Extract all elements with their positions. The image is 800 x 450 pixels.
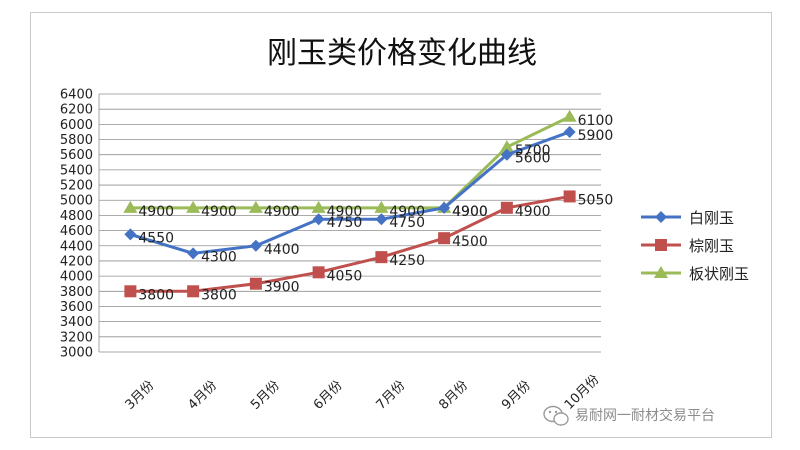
data-point (374, 200, 389, 213)
data-point (311, 200, 326, 213)
data-label: 4750 (389, 215, 425, 231)
data-label: 5700 (515, 143, 551, 159)
y-tick-label: 5800 (60, 133, 93, 148)
legend-marker (655, 211, 667, 223)
watermark-text: 易耐网一耐材交易平台 (575, 407, 715, 424)
x-tick-label: 9月份 (499, 378, 534, 413)
data-label: 4900 (389, 204, 425, 220)
data-point (248, 200, 263, 213)
legend-marker (655, 239, 667, 251)
y-tick-label: 4000 (60, 270, 93, 285)
series-line-1 (130, 194, 570, 293)
y-tick-label: 4800 (60, 209, 93, 224)
data-point (187, 247, 200, 260)
chart-frame: 刚玉类价格变化曲线 3000 3200 3400 3600 3800 4000 4200 44… (30, 12, 772, 438)
data-label: 4300 (201, 249, 237, 265)
data-point (563, 190, 576, 203)
y-tick-label: 3400 (60, 315, 93, 330)
data-point (186, 200, 201, 213)
y-tick-label: 3800 (60, 285, 93, 300)
y-tick-label: 4200 (60, 254, 93, 269)
data-label: 4550 (138, 230, 174, 246)
x-axis-ticks: 3月份 4月份 5月份 6月份 7月份 8月份 9月份 10月份 (123, 372, 603, 413)
y-tick-label: 6000 (60, 118, 93, 133)
chart-title: 刚玉类价格变化曲线 (267, 36, 537, 71)
x-tick-label: 8月份 (436, 378, 471, 413)
data-label: 4750 (327, 215, 363, 231)
data-point (500, 201, 513, 214)
data-label: 5050 (578, 192, 614, 208)
data-point (312, 266, 325, 279)
data-point (375, 213, 388, 226)
data-label: 4250 (389, 253, 425, 269)
data-point (562, 109, 577, 122)
data-point (563, 125, 576, 138)
data-point (499, 140, 514, 153)
data-label: 4900 (452, 204, 488, 220)
data-point (123, 200, 138, 213)
x-tick-label: 3月份 (123, 378, 158, 413)
line-chart: 刚玉类价格变化曲线 300032003400360038004000420044… (60, 36, 749, 426)
data-point (124, 285, 137, 298)
legend-marker (654, 266, 668, 278)
data-label: 5600 (515, 151, 551, 167)
data-label: 4900 (515, 204, 551, 220)
data-label: 4400 (264, 242, 300, 258)
data-label: 6100 (578, 113, 614, 129)
y-tick-label: 6200 (60, 103, 93, 118)
y-tick-label: 3600 (60, 300, 93, 315)
data-point (187, 285, 200, 298)
y-tick-label: 3200 (60, 330, 93, 345)
y-tick-label: 5600 (60, 148, 93, 163)
data-point (312, 213, 325, 226)
y-tick-label: 3000 (60, 346, 93, 361)
y-tick-label: 5000 (60, 194, 93, 209)
y-tick-label: 6400 (60, 88, 93, 103)
y-axis-ticks: 3000320034003600380040004200440046004800… (60, 88, 93, 361)
y-tick-label: 4400 (60, 239, 93, 254)
data-point (375, 251, 388, 264)
data-point (438, 201, 451, 214)
x-tick-label: 10月份 (562, 372, 603, 413)
data-point (124, 228, 137, 241)
data-label: 5900 (578, 128, 614, 144)
data-point (500, 148, 513, 161)
wechat-icon (543, 405, 569, 426)
data-point (249, 277, 262, 290)
data-label: 4050 (327, 268, 363, 284)
data-label: 4900 (452, 204, 488, 220)
series-line-0 (129, 130, 571, 255)
data-label: 4900 (201, 204, 237, 220)
data-point (249, 239, 262, 252)
x-tick-label: 4月份 (185, 378, 220, 413)
data-label: 3800 (138, 287, 174, 303)
x-tick-label: 7月份 (374, 378, 409, 413)
x-tick-label: 5月份 (248, 378, 283, 413)
data-label: 4900 (264, 204, 300, 220)
series-lines (123, 109, 577, 298)
legend-item-label: 白刚玉 (689, 209, 734, 227)
x-tick-label: 6月份 (311, 378, 346, 413)
y-tick-label: 5200 (60, 179, 93, 194)
gridlines (98, 93, 601, 353)
data-point (438, 232, 451, 245)
legend-item-label: 板状刚玉 (689, 265, 749, 283)
data-label: 4500 (452, 234, 488, 250)
watermark: 易耐网一耐材交易平台 (543, 405, 715, 426)
legend-item-label: 棕刚玉 (689, 237, 734, 255)
data-label: 3800 (201, 287, 237, 303)
y-tick-label: 4600 (60, 224, 93, 239)
data-label: 3900 (264, 280, 300, 296)
series-line-2 (130, 115, 571, 210)
data-label: 4900 (327, 204, 363, 220)
data-label: 4900 (138, 204, 174, 220)
y-tick-label: 5400 (60, 163, 93, 178)
